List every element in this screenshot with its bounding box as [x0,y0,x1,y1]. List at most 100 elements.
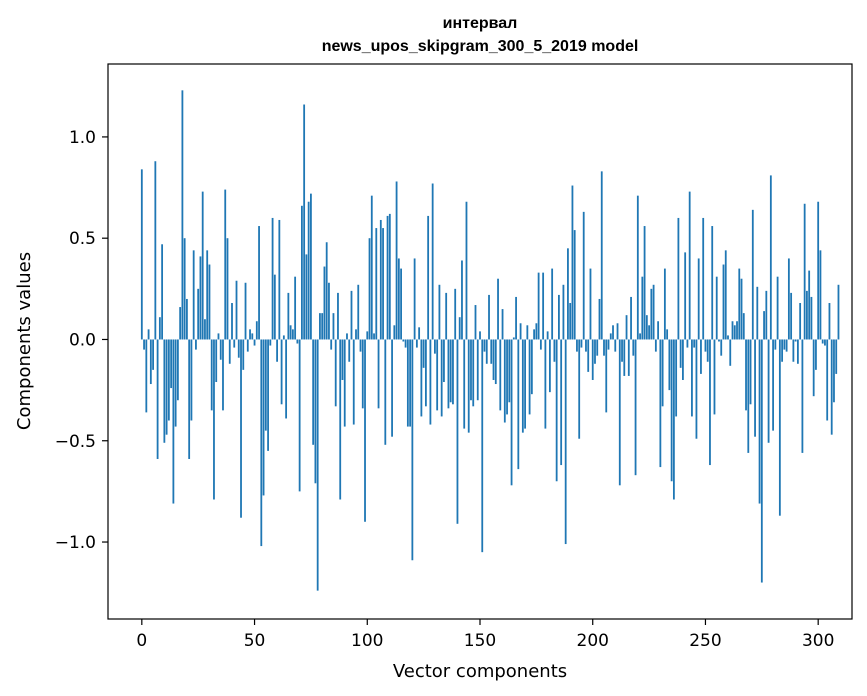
bar-145 [467,339,470,433]
bar-34 [217,333,220,340]
bar-157 [494,339,497,385]
bar-75 [310,193,312,340]
bar-44 [240,339,242,518]
bar-236 [672,339,675,500]
bar-300 [817,201,820,340]
bar-184 [555,339,558,482]
bar-163 [508,339,511,403]
bar-237 [675,339,678,417]
bar-137 [449,339,452,403]
bar-266 [740,278,743,340]
bar-295 [806,290,808,340]
bar-159 [499,339,502,411]
bar-76 [312,339,315,445]
bar-99 [364,339,366,522]
bar-283 [778,339,781,516]
bar-93 [350,290,353,340]
bar-248 [700,339,702,374]
bar-221 [639,333,641,340]
bar-80 [321,313,324,340]
bar-214 [623,339,626,376]
bar-238 [677,217,680,340]
bar-191 [571,185,574,340]
bar-67 [291,329,294,340]
bar-287 [787,258,790,340]
bar-232 [663,268,666,340]
bar-2 [145,339,148,413]
bar-68 [294,276,297,340]
bar-123 [418,327,421,340]
bar-50 [253,339,256,346]
bar-110 [388,213,391,340]
bar-116 [402,339,405,342]
bar-16 [176,339,179,401]
bar-186 [560,339,563,466]
bar-74 [307,201,310,340]
bar-142 [461,260,463,340]
bar-66 [289,325,292,340]
bar-82 [325,242,328,340]
y-tick-label: 0.0 [69,330,96,350]
bar-174 [533,329,536,340]
bar-187 [562,284,565,340]
bar-84 [330,339,333,350]
bar-32 [213,339,215,500]
bar-105 [377,339,380,409]
bar-188 [564,339,567,545]
bar-226 [650,288,653,340]
bar-118 [406,339,409,427]
bar-183 [553,339,556,362]
y-axis-label: Components values [14,252,35,430]
bar-88 [339,339,342,500]
bar-271 [751,209,754,340]
bar-259 [724,250,727,340]
bar-104 [375,228,378,340]
bar-36 [222,339,224,411]
bar-173 [530,339,533,395]
bar-277 [765,290,768,340]
bar-205 [603,339,605,356]
bar-153 [485,339,488,364]
bar-65 [287,292,290,340]
bar-189 [567,248,569,340]
bar-30 [208,264,211,340]
bar-164 [510,339,513,486]
bar-98 [361,339,364,409]
bar-51 [255,321,258,340]
bar-303 [824,339,826,346]
bar-100 [366,331,369,340]
bar-148 [474,305,477,340]
bar-89 [341,339,344,380]
bar-0 [140,169,143,340]
x-axis-ticks: 0 50 100 150 200 250 300 [136,619,834,651]
bar-218 [632,339,635,356]
bar-217 [630,296,632,340]
bar-119 [409,339,412,427]
bar-305 [828,303,831,340]
bar-166 [515,296,517,340]
y-tick-label: −0.5 [55,432,96,452]
bar-179 [544,339,547,429]
bar-224 [645,315,648,340]
bar-72 [303,104,306,340]
bar-35 [219,339,222,360]
bars-group [140,90,840,591]
bar-258 [722,264,725,340]
bar-139 [454,288,457,340]
bar-106 [379,219,382,340]
y-tick-label: 0.5 [69,229,96,249]
bar-306 [830,339,833,435]
bar-78 [316,339,319,591]
bar-167 [517,339,520,470]
y-tick-label: 1.0 [69,128,96,148]
bar-297 [810,296,813,340]
bar-162 [506,339,508,415]
bar-219 [634,339,637,476]
bar-254 [713,339,716,415]
bar-48 [249,329,251,340]
bar-154 [488,294,490,340]
bar-273 [756,286,759,340]
bar-209 [612,325,614,340]
bar-250 [704,339,707,352]
bar-222 [641,276,644,340]
